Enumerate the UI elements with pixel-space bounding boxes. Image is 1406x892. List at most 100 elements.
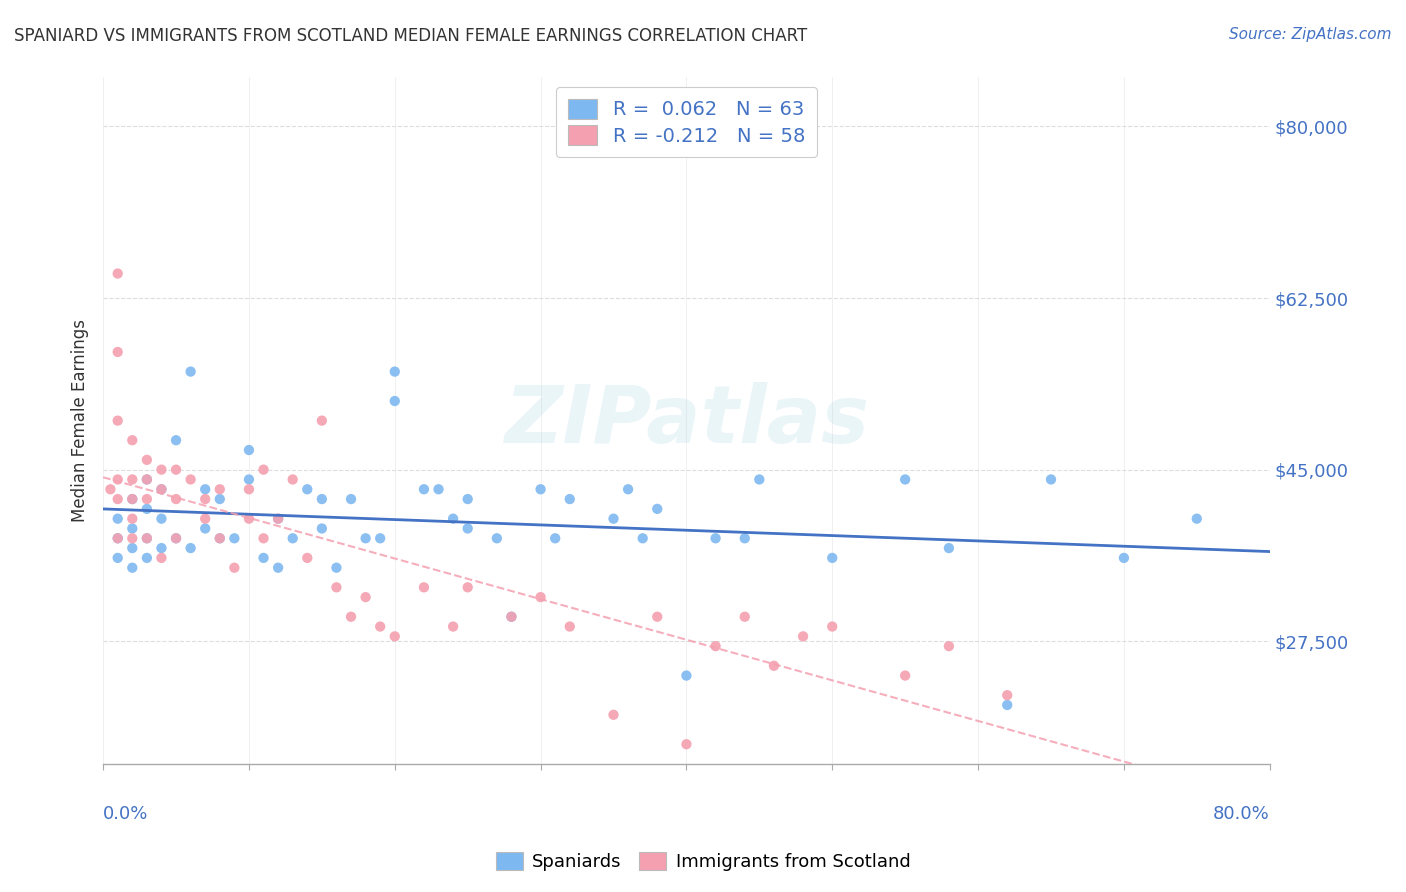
Point bbox=[384, 629, 406, 643]
Point bbox=[180, 473, 202, 487]
Point bbox=[135, 531, 157, 545]
Point bbox=[121, 491, 143, 506]
Point bbox=[938, 639, 960, 653]
Point bbox=[121, 491, 143, 506]
Point bbox=[457, 491, 479, 506]
Point bbox=[267, 560, 290, 574]
Point bbox=[208, 483, 231, 497]
Point bbox=[457, 580, 479, 594]
Point bbox=[121, 473, 143, 487]
Point bbox=[297, 550, 319, 565]
Point bbox=[135, 453, 157, 467]
Point bbox=[311, 414, 333, 428]
Text: ZIPatlas: ZIPatlas bbox=[503, 382, 869, 459]
Point bbox=[995, 698, 1018, 712]
Point bbox=[135, 473, 157, 487]
Point bbox=[529, 483, 551, 497]
Point bbox=[1185, 511, 1208, 525]
Point bbox=[340, 609, 363, 624]
Point bbox=[311, 521, 333, 535]
Point bbox=[107, 345, 129, 359]
Point bbox=[529, 590, 551, 604]
Point bbox=[238, 443, 260, 458]
Point bbox=[501, 609, 523, 624]
Point bbox=[107, 511, 129, 525]
Point bbox=[457, 521, 479, 535]
Point bbox=[821, 550, 844, 565]
Point bbox=[180, 365, 202, 379]
Point bbox=[135, 550, 157, 565]
Point bbox=[821, 619, 844, 633]
Point bbox=[704, 531, 727, 545]
Legend: Spaniards, Immigrants from Scotland: Spaniards, Immigrants from Scotland bbox=[488, 845, 918, 879]
Text: Source: ZipAtlas.com: Source: ZipAtlas.com bbox=[1229, 27, 1392, 42]
Point bbox=[135, 473, 157, 487]
Point bbox=[121, 434, 143, 448]
Point bbox=[675, 668, 697, 682]
Point bbox=[121, 560, 143, 574]
Text: SPANIARD VS IMMIGRANTS FROM SCOTLAND MEDIAN FEMALE EARNINGS CORRELATION CHART: SPANIARD VS IMMIGRANTS FROM SCOTLAND MED… bbox=[14, 27, 807, 45]
Point bbox=[150, 511, 173, 525]
Point bbox=[150, 550, 173, 565]
Point bbox=[1039, 473, 1062, 487]
Point bbox=[602, 511, 624, 525]
Point bbox=[325, 560, 347, 574]
Point bbox=[208, 531, 231, 545]
Point bbox=[135, 501, 157, 516]
Point bbox=[617, 483, 640, 497]
Point bbox=[150, 483, 173, 497]
Point bbox=[194, 483, 217, 497]
Point bbox=[135, 491, 157, 506]
Point bbox=[267, 511, 290, 525]
Point bbox=[413, 483, 436, 497]
Point bbox=[894, 473, 917, 487]
Point bbox=[208, 491, 231, 506]
Point bbox=[135, 531, 157, 545]
Point bbox=[558, 619, 581, 633]
Point bbox=[325, 580, 347, 594]
Point bbox=[938, 541, 960, 555]
Point bbox=[121, 541, 143, 555]
Point bbox=[311, 491, 333, 506]
Point bbox=[631, 531, 654, 545]
Point bbox=[427, 483, 450, 497]
Point bbox=[1112, 550, 1135, 565]
Point bbox=[150, 541, 173, 555]
Y-axis label: Median Female Earnings: Median Female Earnings bbox=[72, 319, 89, 522]
Point bbox=[675, 737, 697, 751]
Point bbox=[165, 463, 187, 477]
Point bbox=[107, 550, 129, 565]
Point bbox=[165, 491, 187, 506]
Point bbox=[194, 491, 217, 506]
Point bbox=[107, 531, 129, 545]
Point bbox=[748, 473, 770, 487]
Point bbox=[165, 531, 187, 545]
Point bbox=[267, 511, 290, 525]
Point bbox=[384, 365, 406, 379]
Point bbox=[100, 483, 122, 497]
Point bbox=[208, 531, 231, 545]
Point bbox=[194, 521, 217, 535]
Point bbox=[107, 473, 129, 487]
Point bbox=[368, 619, 391, 633]
Point bbox=[354, 531, 377, 545]
Point bbox=[762, 658, 785, 673]
Point bbox=[384, 394, 406, 409]
Point bbox=[121, 521, 143, 535]
Point bbox=[281, 531, 304, 545]
Point bbox=[340, 491, 363, 506]
Point bbox=[252, 463, 274, 477]
Point bbox=[224, 560, 246, 574]
Point bbox=[441, 619, 464, 633]
Point bbox=[704, 639, 727, 653]
Point bbox=[734, 531, 756, 545]
Point bbox=[645, 609, 668, 624]
Point bbox=[894, 668, 917, 682]
Point bbox=[150, 483, 173, 497]
Point bbox=[734, 609, 756, 624]
Point bbox=[501, 609, 523, 624]
Point bbox=[602, 707, 624, 722]
Point bbox=[558, 491, 581, 506]
Point bbox=[121, 511, 143, 525]
Point bbox=[413, 580, 436, 594]
